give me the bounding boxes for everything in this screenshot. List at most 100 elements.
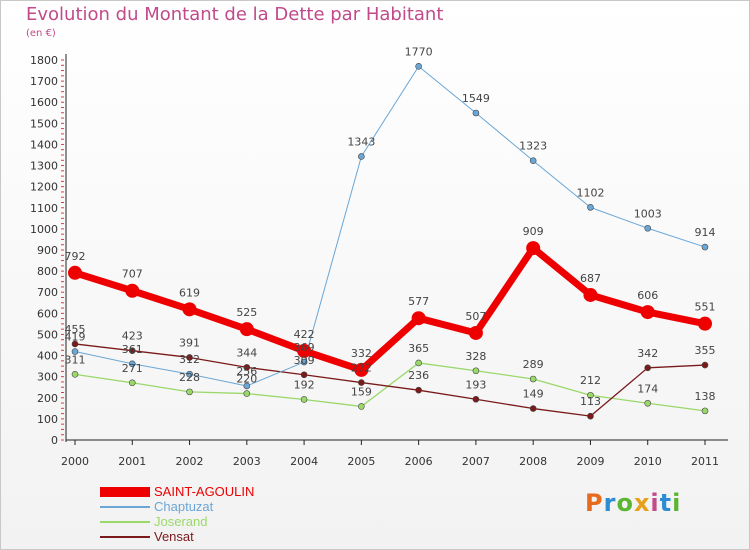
data-label-saint-agoulin: 909 xyxy=(523,225,544,238)
legend-label-joserand: Joserand xyxy=(154,514,208,529)
data-point-saint-agoulin xyxy=(182,302,197,317)
data-label-chaptuzat: 1102 xyxy=(576,186,604,199)
data-label-chaptuzat: 312 xyxy=(179,353,200,366)
data-point-joserand xyxy=(300,396,308,403)
data-point-vensat xyxy=(701,361,709,369)
data-label-joserand: 192 xyxy=(294,378,315,391)
data-point-joserand xyxy=(529,375,537,383)
data-point-saint-agoulin xyxy=(411,311,426,326)
data-label-saint-agoulin: 606 xyxy=(637,289,658,302)
x-tick-label: 2005 xyxy=(347,455,375,468)
data-label-saint-agoulin: 577 xyxy=(408,295,429,308)
legend-label-vensat: Vensat xyxy=(154,529,194,544)
x-tick-label: 2004 xyxy=(290,455,318,468)
data-label-vensat: 355 xyxy=(695,344,716,357)
data-point-vensat xyxy=(71,340,79,348)
data-point-saint-agoulin xyxy=(698,316,712,331)
data-point-joserand xyxy=(701,407,709,415)
data-point-chaptuzat xyxy=(358,153,365,160)
data-label-vensat: 236 xyxy=(408,369,429,382)
y-tick-label: 200 xyxy=(37,392,58,405)
data-point-chaptuzat xyxy=(300,358,308,366)
data-point-saint-agoulin xyxy=(468,325,483,340)
x-tick-label: 2010 xyxy=(634,455,662,468)
x-tick-label: 2003 xyxy=(233,455,261,468)
data-point-chaptuzat xyxy=(128,360,136,368)
logo-letter: i xyxy=(672,489,682,517)
data-label-joserand: 311 xyxy=(65,353,86,366)
data-label-joserand: 159 xyxy=(351,385,372,398)
data-point-joserand xyxy=(472,367,480,375)
y-tick-label: 500 xyxy=(37,328,58,341)
data-point-saint-agoulin xyxy=(239,322,254,337)
y-tick-label: 1500 xyxy=(30,117,58,130)
data-point-joserand xyxy=(415,359,422,367)
data-label-saint-agoulin: 525 xyxy=(236,306,257,319)
chart-title: Evolution du Montant de la Dette par Hab… xyxy=(26,4,444,25)
data-label-vensat: 193 xyxy=(465,378,486,391)
data-label-vensat: 423 xyxy=(122,330,143,343)
y-tick-label: 1200 xyxy=(30,181,58,194)
data-point-chaptuzat xyxy=(71,348,79,355)
series-line-saint-agoulin xyxy=(73,244,706,374)
data-label-vensat: 309 xyxy=(294,354,315,367)
data-label-chaptuzat: 1770 xyxy=(405,45,433,58)
data-label-chaptuzat: 1549 xyxy=(462,92,490,105)
series-line-vensat xyxy=(74,343,706,417)
data-label-saint-agoulin: 792 xyxy=(65,250,86,263)
y-tick-label: 1800 xyxy=(30,54,58,67)
data-point-chaptuzat xyxy=(415,63,422,70)
y-tick-label: 300 xyxy=(37,371,58,384)
logo-letter: o xyxy=(616,489,634,517)
data-label-saint-agoulin: 687 xyxy=(580,272,601,285)
data-point-vensat xyxy=(415,386,422,394)
data-label-chaptuzat: 369 xyxy=(294,341,315,354)
data-label-chaptuzat: 256 xyxy=(236,365,257,378)
logo-letter: r xyxy=(603,489,617,517)
y-tick-label: 0 xyxy=(51,434,58,447)
data-point-saint-agoulin xyxy=(640,305,655,320)
data-label-joserand: 138 xyxy=(695,390,716,403)
data-label-chaptuzat: 361 xyxy=(122,343,143,356)
x-tick-label: 2002 xyxy=(176,455,204,468)
data-point-vensat xyxy=(529,405,537,412)
legend-swatch-chaptuzat xyxy=(100,506,150,508)
data-label-joserand: 328 xyxy=(465,350,486,363)
data-point-joserand xyxy=(186,388,193,396)
data-label-joserand: 174 xyxy=(637,382,658,395)
legend-swatch-joserand xyxy=(100,521,150,523)
data-point-chaptuzat xyxy=(644,224,652,232)
y-tick-label: 600 xyxy=(37,307,58,320)
x-tick-label: 2008 xyxy=(519,455,547,468)
data-label-vensat: 455 xyxy=(65,323,86,336)
data-label-vensat: 391 xyxy=(179,336,200,349)
data-label-joserand: 271 xyxy=(122,362,143,375)
y-tick-label: 400 xyxy=(37,350,58,363)
data-point-joserand xyxy=(358,403,365,410)
y-tick-label: 1400 xyxy=(30,138,58,151)
data-point-vensat xyxy=(300,371,308,379)
data-point-vensat xyxy=(243,364,251,371)
data-label-vensat: 344 xyxy=(236,346,257,359)
legend-label-chaptuzat: Chaptuzat xyxy=(154,499,214,514)
data-label-saint-agoulin: 619 xyxy=(179,286,200,299)
data-label-chaptuzat: 1323 xyxy=(519,140,547,153)
data-point-chaptuzat xyxy=(701,243,709,251)
data-label-saint-agoulin: 332 xyxy=(351,347,372,360)
series-line-joserand xyxy=(74,362,706,412)
y-tick-label: 900 xyxy=(37,244,58,257)
legend-swatch-vensat xyxy=(100,536,150,538)
data-label-saint-agoulin: 551 xyxy=(695,301,716,314)
data-point-vensat xyxy=(186,354,193,361)
data-point-chaptuzat xyxy=(587,204,594,211)
data-point-vensat xyxy=(587,412,594,420)
proxiti-logo: Proxiti xyxy=(585,489,681,517)
data-point-chaptuzat xyxy=(186,370,193,378)
data-point-chaptuzat xyxy=(243,382,251,390)
data-point-joserand xyxy=(71,371,79,378)
data-point-joserand xyxy=(243,390,251,397)
data-label-vensat: 272 xyxy=(351,362,372,375)
data-point-joserand xyxy=(128,379,136,387)
chart-subtitle: (en €) xyxy=(26,28,56,39)
data-label-vensat: 149 xyxy=(523,388,544,401)
